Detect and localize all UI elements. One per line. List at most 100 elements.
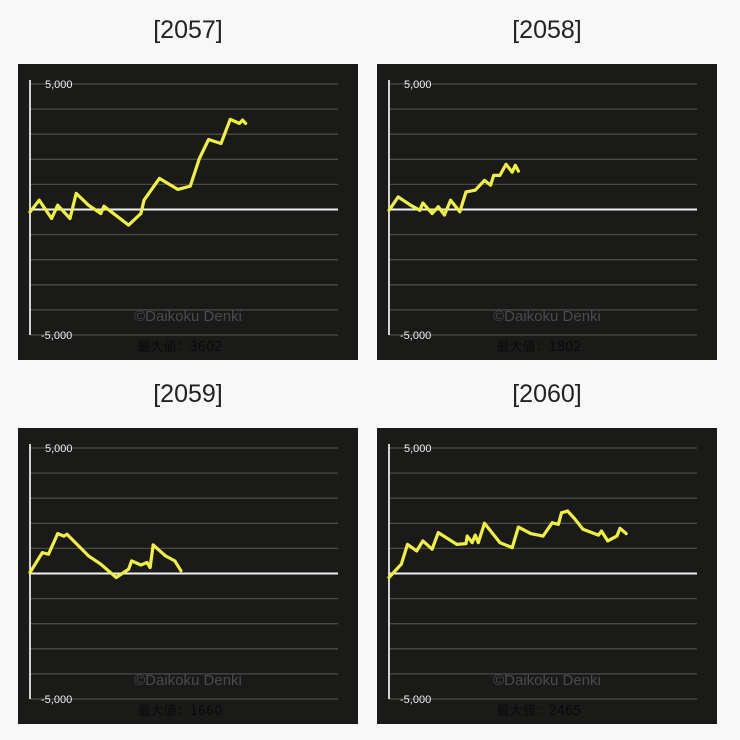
data-point	[139, 212, 143, 216]
line-chart: 5,000 -5,000 ©Daikoku Denki 最大値：2465	[387, 443, 697, 719]
data-point	[436, 205, 440, 209]
data-point	[74, 191, 78, 195]
data-point	[87, 203, 91, 207]
y-tick-label: 5,000	[404, 443, 432, 455]
max-value-label: 最大値：3602	[137, 339, 222, 355]
data-point	[68, 217, 72, 221]
data-point	[476, 541, 480, 545]
data-point	[516, 169, 520, 173]
data-point	[114, 576, 118, 580]
data-point	[596, 533, 600, 537]
data-series-line	[387, 509, 628, 580]
data-point	[130, 559, 134, 563]
data-point	[421, 201, 425, 205]
data-point	[241, 118, 245, 122]
data-point	[65, 532, 69, 536]
data-point	[237, 121, 241, 125]
watermark: ©Daikoku Denki	[134, 672, 242, 689]
data-point	[102, 204, 106, 208]
data-point	[197, 157, 201, 161]
data-point	[219, 141, 223, 145]
data-point	[62, 534, 66, 538]
data-point	[207, 137, 211, 141]
data-point	[40, 551, 44, 555]
data-point	[28, 570, 32, 574]
data-point	[430, 212, 434, 216]
data-point	[387, 208, 391, 212]
y-tick-label: 5,000	[45, 443, 73, 455]
data-point	[50, 217, 54, 221]
data-point	[458, 210, 462, 214]
data-point	[46, 552, 50, 556]
data-point	[436, 531, 440, 535]
data-point	[510, 546, 514, 550]
data-point	[606, 539, 610, 543]
chart-panel: 5,000 -5,000 ©Daikoku Denki 最大値：3602	[18, 64, 358, 360]
data-point	[566, 509, 570, 513]
data-point	[56, 203, 60, 207]
data-point	[56, 532, 60, 536]
data-point	[489, 183, 493, 187]
watermark: ©Daikoku Denki	[493, 672, 601, 689]
data-point	[127, 223, 131, 227]
line-chart: 5,000 -5,000 ©Daikoku Denki 最大値：1660	[28, 443, 338, 719]
data-point	[415, 549, 419, 553]
data-point	[498, 541, 502, 545]
data-point	[87, 554, 91, 558]
data-point	[473, 188, 477, 192]
data-point	[188, 184, 192, 188]
data-point	[572, 516, 576, 520]
data-point	[482, 521, 486, 525]
data-point	[516, 525, 520, 529]
y-tick-label: -5,000	[41, 694, 72, 706]
y-tick-label: 5,000	[45, 79, 73, 91]
max-value-label: 最大値：1802	[496, 339, 581, 355]
line-chart: 5,000 -5,000 ©Daikoku Denki 最大値：1802	[387, 79, 697, 355]
line-chart: 5,000 -5,000 ©Daikoku Denki 最大値：3602	[28, 79, 338, 355]
data-point	[142, 198, 146, 202]
data-point	[449, 198, 453, 202]
data-point	[418, 208, 422, 212]
data-point	[421, 539, 425, 543]
y-tick-label: -5,000	[400, 330, 431, 342]
data-point	[145, 560, 149, 564]
data-point	[405, 542, 409, 546]
data-point	[465, 534, 469, 538]
data-point	[556, 522, 560, 526]
data-point	[482, 178, 486, 182]
data-point	[541, 534, 545, 538]
chart-title: [2059]	[153, 380, 223, 408]
data-point	[559, 511, 563, 515]
data-point	[581, 527, 585, 531]
chart-title: [2060]	[512, 380, 582, 408]
data-point	[470, 541, 474, 545]
data-point	[624, 532, 628, 536]
data-point	[615, 534, 619, 538]
data-point	[442, 213, 446, 217]
chart-panel: 5,000 -5,000 ©Daikoku Denki 最大値：2465	[377, 428, 717, 724]
data-point	[396, 195, 400, 199]
data-point	[550, 521, 554, 525]
data-point	[455, 542, 459, 546]
data-point	[618, 526, 622, 530]
data-point	[139, 563, 143, 567]
data-point	[409, 203, 413, 207]
data-series-line	[28, 532, 183, 580]
data-point	[399, 562, 403, 566]
data-point	[179, 569, 183, 573]
data-point	[157, 176, 161, 180]
data-point	[148, 565, 152, 569]
data-point	[164, 554, 168, 558]
watermark: ©Daikoku Denki	[493, 308, 601, 325]
chart-panel: 5,000 -5,000 ©Daikoku Denki 最大値：1802	[377, 64, 717, 360]
data-point	[151, 543, 155, 547]
y-tick-label: -5,000	[41, 330, 72, 342]
watermark: ©Daikoku Denki	[134, 308, 242, 325]
data-point	[529, 532, 533, 536]
data-point	[473, 533, 477, 537]
data-point	[513, 163, 517, 167]
data-point	[176, 187, 180, 191]
max-value-label: 最大値：1660	[137, 703, 222, 719]
data-point	[244, 121, 248, 125]
max-value-label: 最大値：2465	[496, 703, 581, 719]
